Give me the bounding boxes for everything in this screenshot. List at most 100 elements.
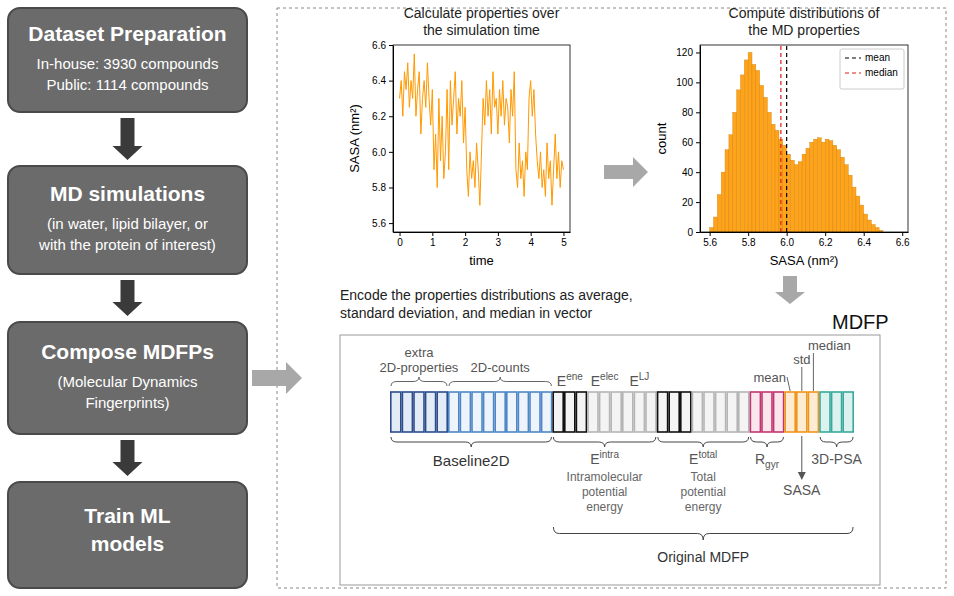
axis-line — [394, 232, 571, 233]
vector-cell — [402, 392, 412, 432]
bar — [833, 145, 837, 232]
bar — [794, 165, 798, 232]
arrow — [113, 118, 143, 160]
bar — [825, 139, 829, 232]
tick-mark — [465, 232, 466, 236]
legend-box — [840, 49, 904, 89]
tick-label: 100 — [676, 77, 693, 88]
tick: 6.4 — [372, 75, 393, 86]
tick-mark — [748, 232, 749, 236]
tick-mark — [696, 52, 700, 53]
vector-cell — [576, 392, 586, 432]
flow-step: Dataset PreparationIn-house: 3930 compou… — [8, 8, 247, 112]
bar — [821, 142, 825, 232]
vector-sublabel: Intramolecular — [567, 470, 643, 484]
tick-label: 6.4 — [372, 75, 386, 86]
vector-label: R — [755, 451, 765, 467]
tick: 6.4 — [857, 232, 871, 248]
tick: 4 — [528, 232, 534, 248]
vector-label: 2D-properties — [380, 360, 459, 375]
flow-step: MD simulations(in water, lipid bilayer, … — [8, 166, 247, 274]
chart-title: Calculate properties over — [404, 5, 560, 21]
vector-label: 3D-PSA — [811, 451, 862, 467]
tick: 6.0 — [372, 147, 393, 158]
y-axis: 020406080100120 — [676, 46, 700, 238]
bar — [733, 112, 737, 232]
tick-mark — [902, 232, 903, 236]
tick: 5 — [561, 232, 567, 248]
vector-cell — [449, 392, 459, 432]
bar — [806, 148, 810, 232]
axis-title: SASA (nm²) — [347, 104, 362, 173]
mdfp: MDFPextra2D-properties2D-countsEeneEelec… — [340, 311, 889, 585]
pointer-head — [798, 472, 806, 480]
tick-label: 6.0 — [780, 237, 794, 248]
tick: 40 — [682, 167, 700, 178]
arrow — [775, 276, 805, 304]
axis-line — [701, 232, 909, 233]
bar — [810, 142, 814, 232]
tick: 6.6 — [372, 40, 393, 51]
vector-cell — [391, 392, 401, 432]
flow-text: Public: 1114 compounds — [46, 76, 208, 93]
flow-box — [8, 166, 247, 274]
flow-title: Train ML — [84, 504, 171, 527]
bar — [852, 187, 856, 232]
tick: 20 — [682, 197, 700, 208]
flow: Dataset PreparationIn-house: 3930 compou… — [8, 8, 247, 588]
vector-sublabel: potential — [582, 485, 627, 499]
leader-line — [813, 353, 814, 391]
flow-title: MD simulations — [50, 182, 205, 205]
bar — [775, 130, 779, 232]
vector-label: Original MDFP — [657, 549, 749, 565]
vector-cell — [681, 392, 691, 432]
tick-mark — [864, 232, 865, 236]
flow-box — [8, 8, 247, 112]
bar — [864, 214, 868, 232]
flow-text: with the protein of interest) — [38, 236, 216, 253]
vector-label: 3D-PSA — [811, 451, 862, 467]
reference-line — [786, 45, 787, 232]
bar — [837, 150, 841, 232]
bar — [760, 85, 764, 232]
vector-cell — [727, 392, 737, 432]
brace — [449, 377, 551, 386]
tick-mark — [432, 232, 433, 236]
legend-label: median — [865, 67, 898, 78]
vector-cell — [658, 392, 668, 432]
vector-cell — [611, 392, 621, 432]
bar — [752, 64, 756, 232]
vector-cell — [472, 392, 482, 432]
flow-title: Compose MDFPs — [41, 340, 214, 363]
mdfp-title: MDFP — [832, 311, 889, 333]
legend: meanmedian — [840, 49, 904, 89]
vector-label: SASA — [783, 482, 821, 498]
vector-cell — [484, 392, 494, 432]
leader-line — [787, 377, 790, 391]
chart: 0123455.65.86.06.26.46.6Calculate proper… — [347, 5, 571, 268]
bar — [737, 90, 741, 232]
tick-label: 40 — [682, 167, 694, 178]
vector-cell — [704, 392, 714, 432]
flow-text: Fingerprints) — [85, 394, 169, 411]
mdfp-box — [340, 335, 880, 585]
tick-mark — [389, 187, 393, 188]
axis-title: count — [654, 122, 669, 154]
vector-cell — [507, 392, 517, 432]
tick: 120 — [676, 47, 700, 58]
flow-box — [8, 322, 247, 434]
superscript: total — [698, 449, 717, 460]
tick-label: 6.0 — [372, 147, 386, 158]
vector-label: E — [629, 373, 638, 389]
chart-title: Compute distributions of — [729, 5, 880, 21]
brace — [553, 527, 853, 540]
vector-cell — [460, 392, 470, 432]
tick-label: 6.6 — [896, 237, 910, 248]
vector-cell — [843, 392, 853, 432]
tick-label: 6.2 — [819, 237, 833, 248]
tick-mark — [389, 45, 393, 46]
subscript: gyr — [765, 459, 780, 470]
tick-mark — [498, 232, 499, 236]
vector-cell — [762, 392, 772, 432]
axis-title: SASA (nm²) — [770, 253, 839, 268]
